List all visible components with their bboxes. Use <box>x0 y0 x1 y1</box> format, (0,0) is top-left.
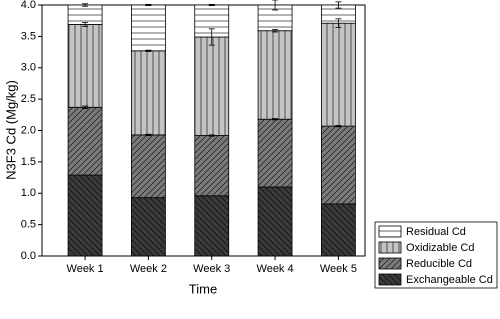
y-tick-label: 0.0 <box>21 250 36 262</box>
y-axis-title: N3F3 Cd (Mg/kg) <box>3 80 18 180</box>
legend-label: Residual Cd <box>406 226 466 238</box>
legend-label: Reducible Cd <box>406 258 472 270</box>
error-bar <box>208 134 215 137</box>
y-tick-label: 4.0 <box>21 0 36 11</box>
legend-label: Oxidizable Cd <box>406 242 474 254</box>
x-tick-label: Week 1 <box>67 263 104 275</box>
error-bar <box>272 29 279 33</box>
bar-segment <box>130 197 166 257</box>
legend-label: Exchangeable Cd <box>406 274 493 286</box>
y-tick-label: 3.0 <box>21 62 36 74</box>
legend-swatch <box>378 273 402 286</box>
error-bar <box>272 118 279 121</box>
y-tick-label: 1.5 <box>21 156 36 168</box>
legend-swatch <box>378 257 402 270</box>
bar-segment <box>67 24 103 108</box>
error-bar <box>335 18 342 28</box>
bar-segment <box>67 106 103 176</box>
error-bar <box>82 3 89 7</box>
bar-segment <box>320 125 356 205</box>
error-bar <box>208 28 215 46</box>
error-bar <box>272 0 279 11</box>
x-tick-label: Week 3 <box>193 263 230 275</box>
error-bar <box>145 3 152 7</box>
error-bar <box>82 22 89 27</box>
y-tick-label: 2.5 <box>21 93 36 105</box>
legend-swatch <box>378 225 402 238</box>
y-tick-label: 1.0 <box>21 187 36 199</box>
x-tick-label: Week 4 <box>257 263 294 275</box>
bar-segment <box>67 4 103 25</box>
legend-swatch <box>378 241 402 254</box>
error-bar <box>335 1 342 9</box>
error-bar <box>208 3 215 7</box>
error-bar <box>145 49 152 52</box>
error-bar <box>145 133 152 136</box>
error-bar <box>335 125 342 128</box>
bar-segment <box>257 186 293 257</box>
bar-segment <box>130 134 166 199</box>
bar-segment <box>194 36 230 136</box>
bar-segment <box>130 4 166 52</box>
bar-segment <box>257 118 293 188</box>
x-tick-label: Week 2 <box>130 263 167 275</box>
x-tick-label: Week 5 <box>320 263 357 275</box>
error-bar <box>82 105 89 109</box>
y-tick-label: 2.0 <box>21 124 36 136</box>
bar-segment <box>130 50 166 136</box>
bar-segment <box>257 30 293 120</box>
bar-segment <box>320 203 356 257</box>
bar-segment <box>67 174 103 257</box>
bar-segment <box>194 135 230 197</box>
x-axis-title: Time <box>189 281 217 296</box>
y-tick-label: 0.5 <box>21 219 36 231</box>
y-tick-label: 3.5 <box>21 30 36 42</box>
bar-segment <box>194 195 230 257</box>
bar-segment <box>320 22 356 127</box>
